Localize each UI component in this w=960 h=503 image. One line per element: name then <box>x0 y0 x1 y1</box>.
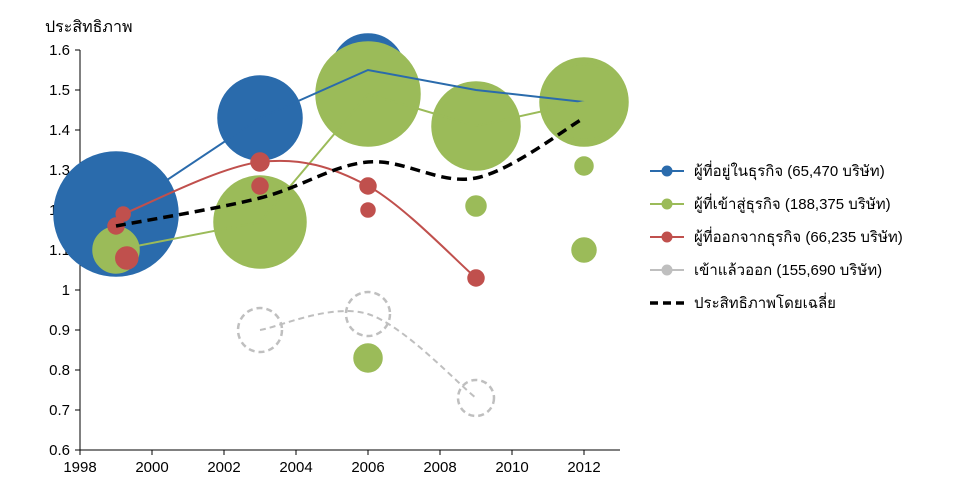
legend-swatch <box>650 294 684 312</box>
x-tick-label: 2006 <box>351 459 384 476</box>
x-tick-label: 2000 <box>135 459 168 476</box>
exiters-bubble <box>360 178 376 194</box>
legend: ผู้ที่อยู่ในธุรกิจ (65,470 บริษัท) ผู้ที่… <box>650 150 950 324</box>
entrants-bubble <box>466 196 486 216</box>
exiters-bubble <box>252 178 268 194</box>
x-tick-label: 2002 <box>207 459 240 476</box>
entrants-bubble <box>575 157 593 175</box>
legend-item: ผู้ที่เข้าสู่ธุรกิจ (188,375 บริษัท) <box>650 192 950 216</box>
x-tick-label: 2010 <box>495 459 528 476</box>
legend-label: เข้าแล้วออก (155,690 บริษัท) <box>694 258 882 282</box>
y-tick-label: 1.6 <box>49 42 70 59</box>
legend-swatch <box>650 261 684 279</box>
legend-swatch <box>650 195 684 213</box>
legend-label: ประสิทธิภาพโดยเฉลี่ย <box>694 291 836 315</box>
x-tick-label: 2012 <box>567 459 600 476</box>
y-tick-label: 1 <box>62 282 70 299</box>
legend-item: ผู้ที่อยู่ในธุรกิจ (65,470 บริษัท) <box>650 159 950 183</box>
y-tick-label: 0.9 <box>49 322 70 339</box>
y-axis-title: ประสิทธิภาพ <box>45 19 133 36</box>
y-tick-label: 0.6 <box>49 442 70 459</box>
figure-root: ประสิทธิภาพ0.60.70.80.911.11.21.31.41.51… <box>0 0 960 503</box>
exiters-bubble <box>251 153 269 171</box>
legend-swatch <box>650 162 684 180</box>
y-tick-label: 1.4 <box>49 122 70 139</box>
y-tick-label: 1.5 <box>49 82 70 99</box>
exiters-bubble <box>116 247 138 269</box>
entrants-bubble <box>572 238 596 262</box>
exiters-bubble <box>361 203 375 217</box>
legend-label: ผู้ที่ออกจากธุรกิจ (66,235 บริษัท) <box>694 225 903 249</box>
legend-swatch <box>650 228 684 246</box>
legend-label: ผู้ที่อยู่ในธุรกิจ (65,470 บริษัท) <box>694 159 885 183</box>
x-tick-label: 1998 <box>63 459 96 476</box>
legend-item: ผู้ที่ออกจากธุรกิจ (66,235 บริษัท) <box>650 225 950 249</box>
x-tick-label: 2004 <box>279 459 312 476</box>
y-tick-label: 0.7 <box>49 402 70 419</box>
x-tick-label: 2008 <box>423 459 456 476</box>
legend-item: ประสิทธิภาพโดยเฉลี่ย <box>650 291 950 315</box>
entrants-bubble <box>354 344 382 372</box>
exiters-bubble <box>468 270 484 286</box>
legend-label: ผู้ที่เข้าสู่ธุรกิจ (188,375 บริษัท) <box>694 192 891 216</box>
y-tick-label: 0.8 <box>49 362 70 379</box>
legend-item: เข้าแล้วออก (155,690 บริษัท) <box>650 258 950 282</box>
bubble-chart: ประสิทธิภาพ0.60.70.80.911.11.21.31.41.51… <box>20 10 640 490</box>
